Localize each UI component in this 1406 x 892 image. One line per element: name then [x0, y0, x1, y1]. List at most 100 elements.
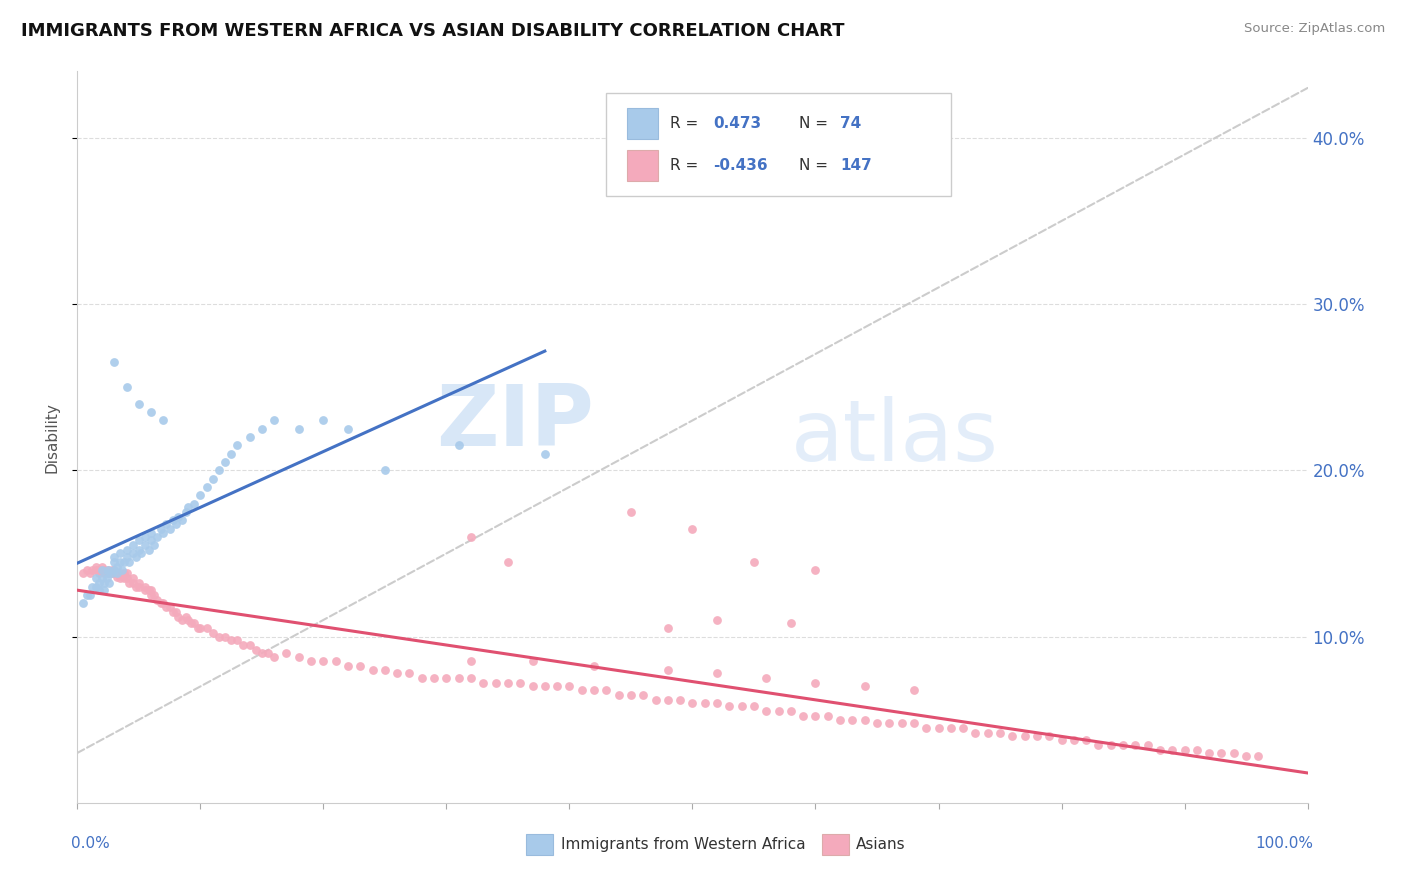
- Point: [534, 447, 557, 461]
- Point: [84, 580, 107, 594]
- Point: [110, 546, 132, 560]
- Point: [250, 422, 273, 436]
- Point: [219, 632, 242, 647]
- Text: 0.0%: 0.0%: [72, 836, 110, 851]
- Point: [768, 705, 790, 719]
- Point: [534, 680, 557, 694]
- Point: [115, 571, 138, 585]
- Point: [90, 571, 114, 585]
- Point: [398, 666, 420, 681]
- Point: [952, 721, 974, 735]
- Point: [110, 566, 132, 581]
- Point: [411, 671, 433, 685]
- Text: N =: N =: [800, 158, 834, 173]
- Point: [103, 355, 125, 369]
- Point: [1174, 742, 1197, 756]
- Point: [522, 680, 544, 694]
- FancyBboxPatch shape: [627, 150, 658, 181]
- Point: [112, 555, 135, 569]
- Point: [276, 646, 298, 660]
- Point: [115, 549, 138, 564]
- Point: [90, 563, 114, 577]
- Point: [134, 580, 156, 594]
- Point: [374, 663, 396, 677]
- Point: [657, 621, 679, 635]
- Point: [288, 649, 311, 664]
- Point: [755, 705, 778, 719]
- Point: [214, 455, 236, 469]
- Point: [853, 680, 876, 694]
- Point: [447, 671, 470, 685]
- Text: IMMIGRANTS FROM WESTERN AFRICA VS ASIAN DISABILITY CORRELATION CHART: IMMIGRANTS FROM WESTERN AFRICA VS ASIAN …: [21, 22, 845, 40]
- Y-axis label: Disability: Disability: [44, 401, 59, 473]
- Point: [201, 472, 224, 486]
- Point: [804, 563, 827, 577]
- Point: [129, 546, 153, 560]
- Point: [208, 630, 231, 644]
- Point: [165, 516, 187, 531]
- Point: [115, 566, 138, 581]
- FancyBboxPatch shape: [526, 833, 554, 855]
- Point: [103, 549, 125, 564]
- Point: [174, 505, 197, 519]
- Point: [718, 699, 741, 714]
- Point: [128, 576, 150, 591]
- Point: [152, 526, 174, 541]
- Point: [103, 566, 125, 581]
- Point: [112, 566, 135, 581]
- Point: [170, 513, 193, 527]
- Point: [472, 676, 495, 690]
- Point: [141, 526, 163, 541]
- Point: [97, 566, 120, 581]
- Point: [245, 643, 267, 657]
- Point: [853, 713, 876, 727]
- Point: [121, 546, 143, 560]
- Point: [447, 438, 470, 452]
- Point: [496, 676, 519, 690]
- Point: [903, 716, 925, 731]
- Point: [841, 713, 863, 727]
- Point: [780, 705, 803, 719]
- Point: [595, 682, 617, 697]
- Point: [257, 646, 280, 660]
- Point: [146, 593, 169, 607]
- Point: [988, 726, 1011, 740]
- Point: [731, 699, 754, 714]
- Point: [965, 726, 987, 740]
- Point: [155, 599, 177, 614]
- Point: [299, 655, 322, 669]
- Point: [89, 576, 111, 591]
- Point: [522, 655, 544, 669]
- Point: [105, 570, 128, 584]
- Point: [706, 666, 728, 681]
- Point: [174, 609, 197, 624]
- Point: [195, 621, 218, 635]
- Point: [93, 563, 115, 577]
- Point: [361, 663, 384, 677]
- Point: [693, 696, 716, 710]
- Point: [250, 646, 273, 660]
- Point: [115, 543, 138, 558]
- Point: [152, 413, 174, 427]
- Point: [1076, 732, 1098, 747]
- Text: -0.436: -0.436: [713, 158, 768, 173]
- Point: [89, 582, 111, 597]
- Point: [183, 497, 205, 511]
- Point: [325, 655, 347, 669]
- Point: [509, 676, 531, 690]
- Point: [219, 447, 242, 461]
- Point: [1149, 742, 1171, 756]
- Point: [792, 709, 814, 723]
- Point: [742, 555, 765, 569]
- Point: [103, 555, 125, 569]
- Point: [337, 422, 360, 436]
- Point: [232, 638, 254, 652]
- Point: [928, 721, 950, 735]
- Point: [76, 563, 98, 577]
- Point: [177, 613, 200, 627]
- Point: [111, 563, 132, 577]
- Point: [97, 566, 120, 581]
- Point: [150, 521, 173, 535]
- Text: R =: R =: [671, 158, 703, 173]
- Point: [84, 571, 107, 585]
